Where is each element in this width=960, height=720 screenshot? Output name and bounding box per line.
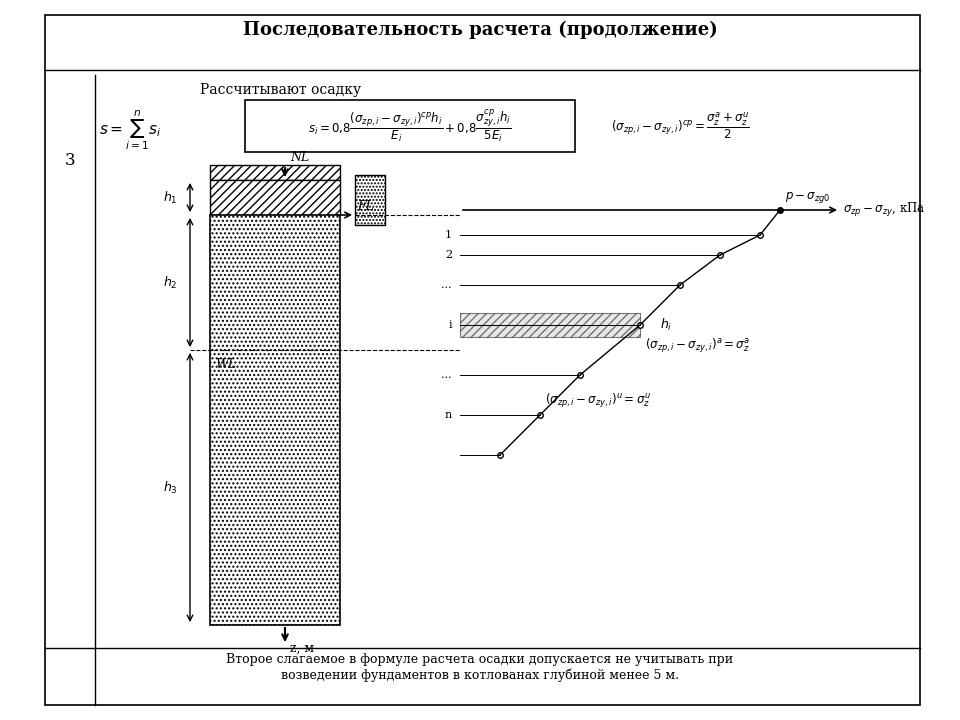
Text: z, м: z, м <box>290 642 314 655</box>
Bar <box>210 165 340 180</box>
Text: NL: NL <box>290 151 309 164</box>
Text: возведении фундаментов в котлованах глубиной менее 5 м.: возведении фундаментов в котлованах глуб… <box>281 668 679 682</box>
Bar <box>245 100 575 152</box>
Text: 2: 2 <box>444 250 452 260</box>
Text: $s = \sum_{i=1}^{n} s_i$: $s = \sum_{i=1}^{n} s_i$ <box>99 108 161 152</box>
Bar <box>210 215 340 625</box>
Text: WL: WL <box>215 358 236 371</box>
Text: $h_3$: $h_3$ <box>163 480 178 495</box>
Text: $(\sigma_{zp,i}-\sigma_{zy,i})^{cp}=\dfrac{\sigma_z^a+\sigma_z^u}{2}$: $(\sigma_{zp,i}-\sigma_{zy,i})^{cp}=\dfr… <box>611 111 750 141</box>
Text: Второе слагаемое в формуле расчета осадки допускается не учитывать при: Второе слагаемое в формуле расчета осадк… <box>227 654 733 667</box>
Text: $h_i$: $h_i$ <box>660 317 672 333</box>
Text: ...: ... <box>442 370 452 380</box>
Bar <box>355 175 385 225</box>
Text: FL: FL <box>357 200 373 213</box>
Bar <box>210 180 340 215</box>
Text: i: i <box>448 320 452 330</box>
Text: Рассчитывают осадку: Рассчитывают осадку <box>200 83 361 97</box>
Text: Последовательность расчета (продолжение): Последовательность расчета (продолжение) <box>243 21 717 39</box>
Text: 3: 3 <box>64 151 75 168</box>
Text: $s_i = 0{,}8\dfrac{(\sigma_{zp,i}-\sigma_{zy,i})^{cp}h_i}{E_i}+0{,}8\dfrac{\sigm: $s_i = 0{,}8\dfrac{(\sigma_{zp,i}-\sigma… <box>308 108 512 144</box>
Text: $(\sigma_{zp,i}-\sigma_{zy,i})^a = \sigma_z^a$: $(\sigma_{zp,i}-\sigma_{zy,i})^a = \sigm… <box>645 337 751 355</box>
Bar <box>460 313 640 337</box>
Text: $p - \sigma_{zg0}$: $p - \sigma_{zg0}$ <box>785 190 830 205</box>
Text: $h_2$: $h_2$ <box>163 274 178 291</box>
Text: ...: ... <box>442 280 452 290</box>
Text: n: n <box>444 410 452 420</box>
Text: 1: 1 <box>444 230 452 240</box>
Text: $\sigma_{zp}-\sigma_{zy}$, кПа: $\sigma_{zp}-\sigma_{zy}$, кПа <box>843 201 925 219</box>
Text: $h_1$: $h_1$ <box>163 189 178 205</box>
Text: $(\sigma_{zp,i}-\sigma_{zy,i})^u = \sigma_z^u$: $(\sigma_{zp,i}-\sigma_{zy,i})^u = \sigm… <box>545 392 651 410</box>
